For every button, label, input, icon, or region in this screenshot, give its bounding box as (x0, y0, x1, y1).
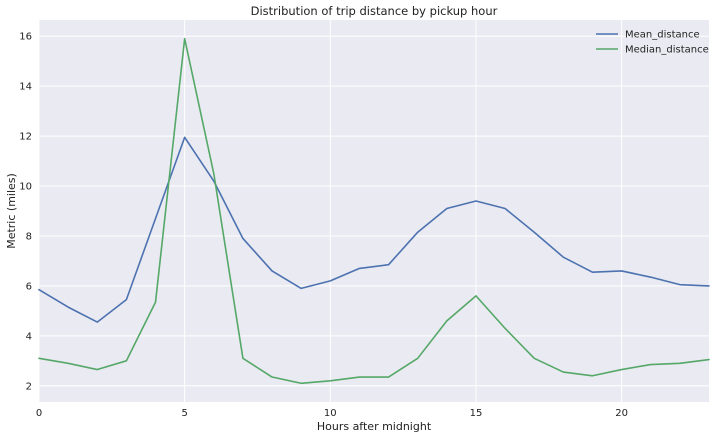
x-tick-label: 15 (470, 408, 483, 419)
legend-label: Median_distance (625, 45, 709, 56)
y-tick-label: 2 (26, 381, 32, 392)
ticks: 0 5 10 15 20 2 4 6 8 10 12 14 16 (19, 32, 628, 419)
series-line-mean-distance (38, 136, 710, 323)
y-tick-label: 4 (26, 331, 32, 342)
y-tick-label: 16 (19, 32, 32, 43)
series-group (38, 37, 710, 385)
series-line-median-distance (38, 37, 710, 385)
x-axis-label: Hours after midnight (317, 420, 432, 433)
chart-title: Distribution of trip distance by pickup … (251, 4, 498, 18)
grid (38, 20, 709, 402)
y-tick-label: 10 (19, 182, 32, 193)
y-tick-label: 12 (19, 132, 32, 143)
x-tick-label: 10 (324, 408, 337, 419)
x-tick-label: 5 (181, 408, 187, 419)
y-tick-label: 8 (26, 231, 32, 242)
y-tick-label: 6 (26, 281, 32, 292)
legend-label: Mean_distance (625, 30, 700, 41)
plot-area (39, 20, 709, 402)
x-tick-label: 20 (615, 408, 628, 419)
x-tick-label: 0 (36, 408, 42, 419)
y-axis-label: Metric (miles) (5, 173, 18, 249)
y-tick-label: 14 (19, 82, 32, 93)
legend: Mean_distance Median_distance (596, 30, 709, 56)
